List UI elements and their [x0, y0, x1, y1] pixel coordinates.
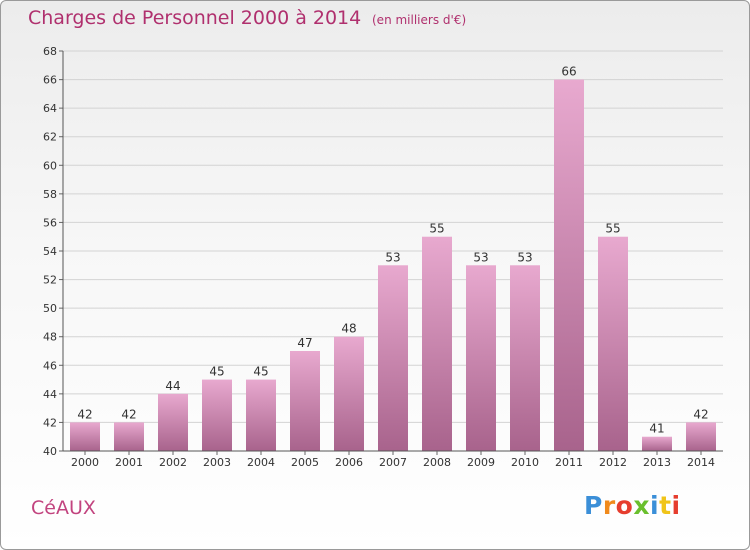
bars: 42 42 44 45 45 47 48 53 55 53 53 66 55 41 42 — [70, 65, 716, 452]
logo-letter: i — [650, 491, 660, 520]
x-tick-label: 2014 — [687, 456, 715, 469]
y-tick-label: 56 — [43, 216, 57, 229]
bar-value-label: 53 — [517, 250, 532, 264]
y-tick-label: 46 — [43, 359, 57, 372]
x-tick-label: 2009 — [467, 456, 495, 469]
bar-2014[interactable] — [686, 422, 716, 451]
y-tick-label: 48 — [43, 331, 57, 344]
y-tick-label: 40 — [43, 445, 57, 458]
bar-value-label: 44 — [165, 379, 180, 393]
logo-letter: t — [659, 491, 672, 520]
bar-2005[interactable] — [290, 351, 320, 451]
chart-subtitle: (en milliers d'€) — [372, 13, 467, 27]
x-tick-label: 2006 — [335, 456, 363, 469]
bar-2004[interactable] — [246, 379, 276, 451]
bar-2001[interactable] — [114, 422, 144, 451]
bar-2011[interactable] — [554, 79, 584, 452]
y-tick-label: 42 — [43, 416, 57, 429]
x-tick-label: 2003 — [203, 456, 231, 469]
bar-2008[interactable] — [422, 236, 452, 451]
logo-letter: i — [671, 491, 681, 520]
bar-2002[interactable] — [158, 393, 188, 451]
bar-value-label: 45 — [209, 365, 224, 379]
logo-letter: P — [584, 491, 603, 520]
y-tick-label: 68 — [43, 45, 57, 58]
x-tick-label: 2012 — [599, 456, 627, 469]
x-tick-label: 2010 — [511, 456, 539, 469]
y-tick-label: 64 — [43, 102, 57, 115]
bar-2009[interactable] — [466, 265, 496, 451]
y-tick-label: 44 — [43, 388, 57, 401]
bar-value-label: 42 — [121, 407, 136, 421]
bar-value-label: 66 — [561, 65, 576, 79]
x-tick-label: 2000 — [71, 456, 99, 469]
logo-letter: r — [602, 491, 616, 520]
bar-value-label: 55 — [429, 222, 444, 236]
y-tick-label: 66 — [43, 74, 57, 87]
bar-2012[interactable] — [598, 236, 628, 451]
bar-2010[interactable] — [510, 265, 540, 451]
bar-value-label: 42 — [77, 407, 92, 421]
bar-value-label: 47 — [297, 336, 312, 350]
y-tick-label: 52 — [43, 274, 57, 287]
bar-2006[interactable] — [334, 336, 364, 451]
bar-value-label: 55 — [605, 222, 620, 236]
y-tick-label: 60 — [43, 159, 57, 172]
bar-value-label: 48 — [341, 322, 356, 336]
bar-2013[interactable] — [642, 436, 672, 451]
bar-value-label: 41 — [649, 422, 664, 436]
chart-title: Charges de Personnel 2000 à 2014 — [28, 7, 362, 29]
x-tick-label: 2005 — [291, 456, 319, 469]
bar-2007[interactable] — [378, 265, 408, 451]
x-tick-label: 2013 — [643, 456, 671, 469]
bar-value-label: 53 — [385, 250, 400, 264]
proxiti-logo[interactable]: Proxiti — [584, 491, 681, 520]
commune-name: CéAUX — [31, 497, 96, 519]
x-tick-label: 2002 — [159, 456, 187, 469]
bar-2000[interactable] — [70, 422, 100, 451]
x-tick-label: 2011 — [555, 456, 583, 469]
axes: 40 42 44 46 48 50 52 54 56 58 60 62 64 66 68 2000 2001 20… — [43, 45, 723, 469]
y-tick-label: 50 — [43, 302, 57, 315]
logo-letter: x — [633, 491, 650, 520]
bar-value-label: 45 — [253, 365, 268, 379]
x-tick-label: 2004 — [247, 456, 275, 469]
logo-letter: o — [615, 491, 634, 520]
bar-value-label: 53 — [473, 250, 488, 264]
y-tick-label: 58 — [43, 188, 57, 201]
y-tick-label: 62 — [43, 131, 57, 144]
y-tick-label: 54 — [43, 245, 57, 258]
x-tick-label: 2007 — [379, 456, 407, 469]
x-tick-label: 2008 — [423, 456, 451, 469]
bar-2003[interactable] — [202, 379, 232, 451]
x-tick-label: 2001 — [115, 456, 143, 469]
bar-value-label: 42 — [693, 407, 708, 421]
